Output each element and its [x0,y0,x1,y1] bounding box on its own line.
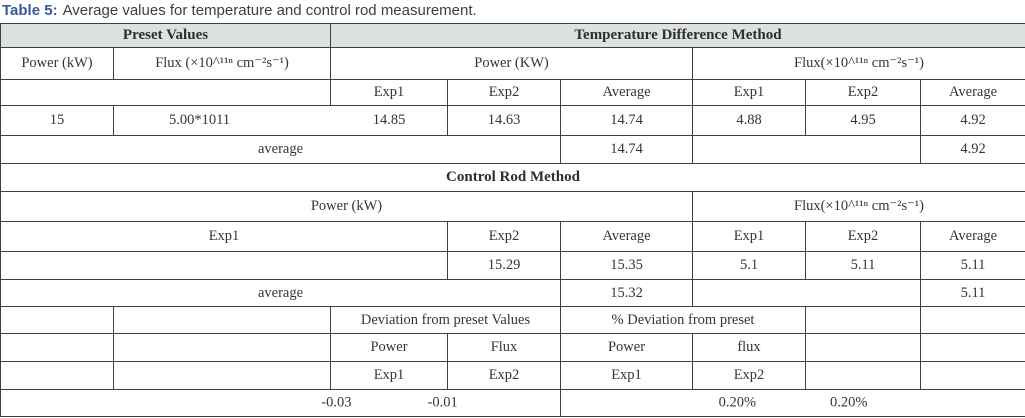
preset-power-value: 15 [1,106,114,136]
empty-cell [693,280,921,307]
deviation-power-exp1-header: Exp1 [331,362,448,390]
percent-deviation-flux-value: 0.20% [829,394,868,411]
empty-cell [806,362,921,390]
tdm-power-header: Power (KW) [331,48,693,80]
empty-cell [806,307,921,334]
crm-average-label: average [1,280,561,307]
control-rod-method-header: Control Rod Method [1,164,1025,192]
empty-cell [1,334,114,362]
table-caption-text: Average values for temperature and contr… [62,2,477,19]
preset-flux-value: 5.00*1011 [114,106,331,136]
empty-cell [114,362,331,390]
tdm-flux-average-header: Average [921,80,1025,106]
percent-deviation-values: 0.20% 0.20% [561,390,1025,417]
tdm-flux-exp1-header: Exp1 [693,80,806,106]
preset-values-header: Preset Values [1,24,331,48]
crm-flux-overall-average: 5.11 [921,280,1025,307]
crm-flux-average-value: 5.11 [921,252,1025,280]
empty-cell [1,252,448,280]
tdm-flux-header: Flux(×10^¹¹ⁿ cm⁻²s⁻¹) [693,48,1025,80]
crm-flux-average-header: Average [921,222,1025,252]
empty-cell [1,362,114,390]
empty-cell [693,136,921,164]
crm-power-exp2-header: Exp2 [448,222,561,252]
tdm-power-exp2-value: 14.63 [448,106,561,136]
table-caption: Table 5: Average values for temperature a… [0,0,1025,23]
crm-flux-exp1-value: 5.1 [693,252,806,280]
deviation-flux-value: -0.01 [427,394,458,411]
deviation-values: -0.03 -0.01 [1,390,561,417]
measurement-table: Preset Values Temperature Difference Meth… [0,23,1025,417]
percent-deviation-flux-header: flux [693,334,806,362]
percent-deviation-flux-exp2-header: Exp2 [693,362,806,390]
crm-power-exp2-value: 15.29 [448,252,561,280]
preset-power-header: Power (kW) [1,48,114,80]
empty-cell [1,80,331,106]
tdm-power-exp2-header: Exp2 [448,80,561,106]
percent-deviation-from-preset-header: % Deviation from preset [561,307,806,334]
tdm-flux-exp2-header: Exp2 [806,80,921,106]
crm-flux-header: Flux(×10^¹¹ⁿ cm⁻²s⁻¹) [693,192,1025,222]
tdm-flux-exp2-value: 4.95 [806,106,921,136]
deviation-flux-header: Flux [448,334,561,362]
crm-flux-exp1-header: Exp1 [693,222,806,252]
tdm-flux-average-value: 4.92 [921,106,1025,136]
empty-cell [921,307,1025,334]
empty-cell [921,362,1025,390]
empty-cell [114,307,331,334]
temperature-difference-method-header: Temperature Difference Method [331,24,1025,48]
preset-flux-header: Flux (×10^¹¹ⁿ cm⁻²s⁻¹) [114,48,331,80]
tdm-flux-exp1-value: 4.88 [693,106,806,136]
empty-cell [114,334,331,362]
empty-cell [1,307,114,334]
tdm-power-exp1-header: Exp1 [331,80,448,106]
crm-power-average-header: Average [561,222,693,252]
crm-power-overall-average: 15.32 [561,280,693,307]
crm-power-header: Power (kW) [1,192,693,222]
empty-cell [806,334,921,362]
percent-deviation-power-value: 0.20% [718,394,757,411]
crm-power-exp1-header: Exp1 [1,222,448,252]
deviation-flux-exp2-header: Exp2 [448,362,561,390]
percent-deviation-power-header: Power [561,334,693,362]
tdm-power-average-value: 14.74 [561,106,693,136]
crm-flux-exp2-value: 5.11 [806,252,921,280]
deviation-from-preset-header: Deviation from preset Values [331,307,561,334]
tdm-power-overall-average: 14.74 [561,136,693,164]
deviation-power-value: -0.03 [321,394,352,411]
tdm-flux-overall-average: 4.92 [921,136,1025,164]
empty-cell [921,334,1025,362]
table-caption-label: Table 5: [2,2,58,19]
percent-deviation-power-exp1-header: Exp1 [561,362,693,390]
deviation-power-header: Power [331,334,448,362]
crm-power-average-value: 15.35 [561,252,693,280]
crm-flux-exp2-header: Exp2 [806,222,921,252]
tdm-power-exp1-value: 14.85 [331,106,448,136]
tdm-average-label: average [1,136,561,164]
tdm-power-average-header: Average [561,80,693,106]
